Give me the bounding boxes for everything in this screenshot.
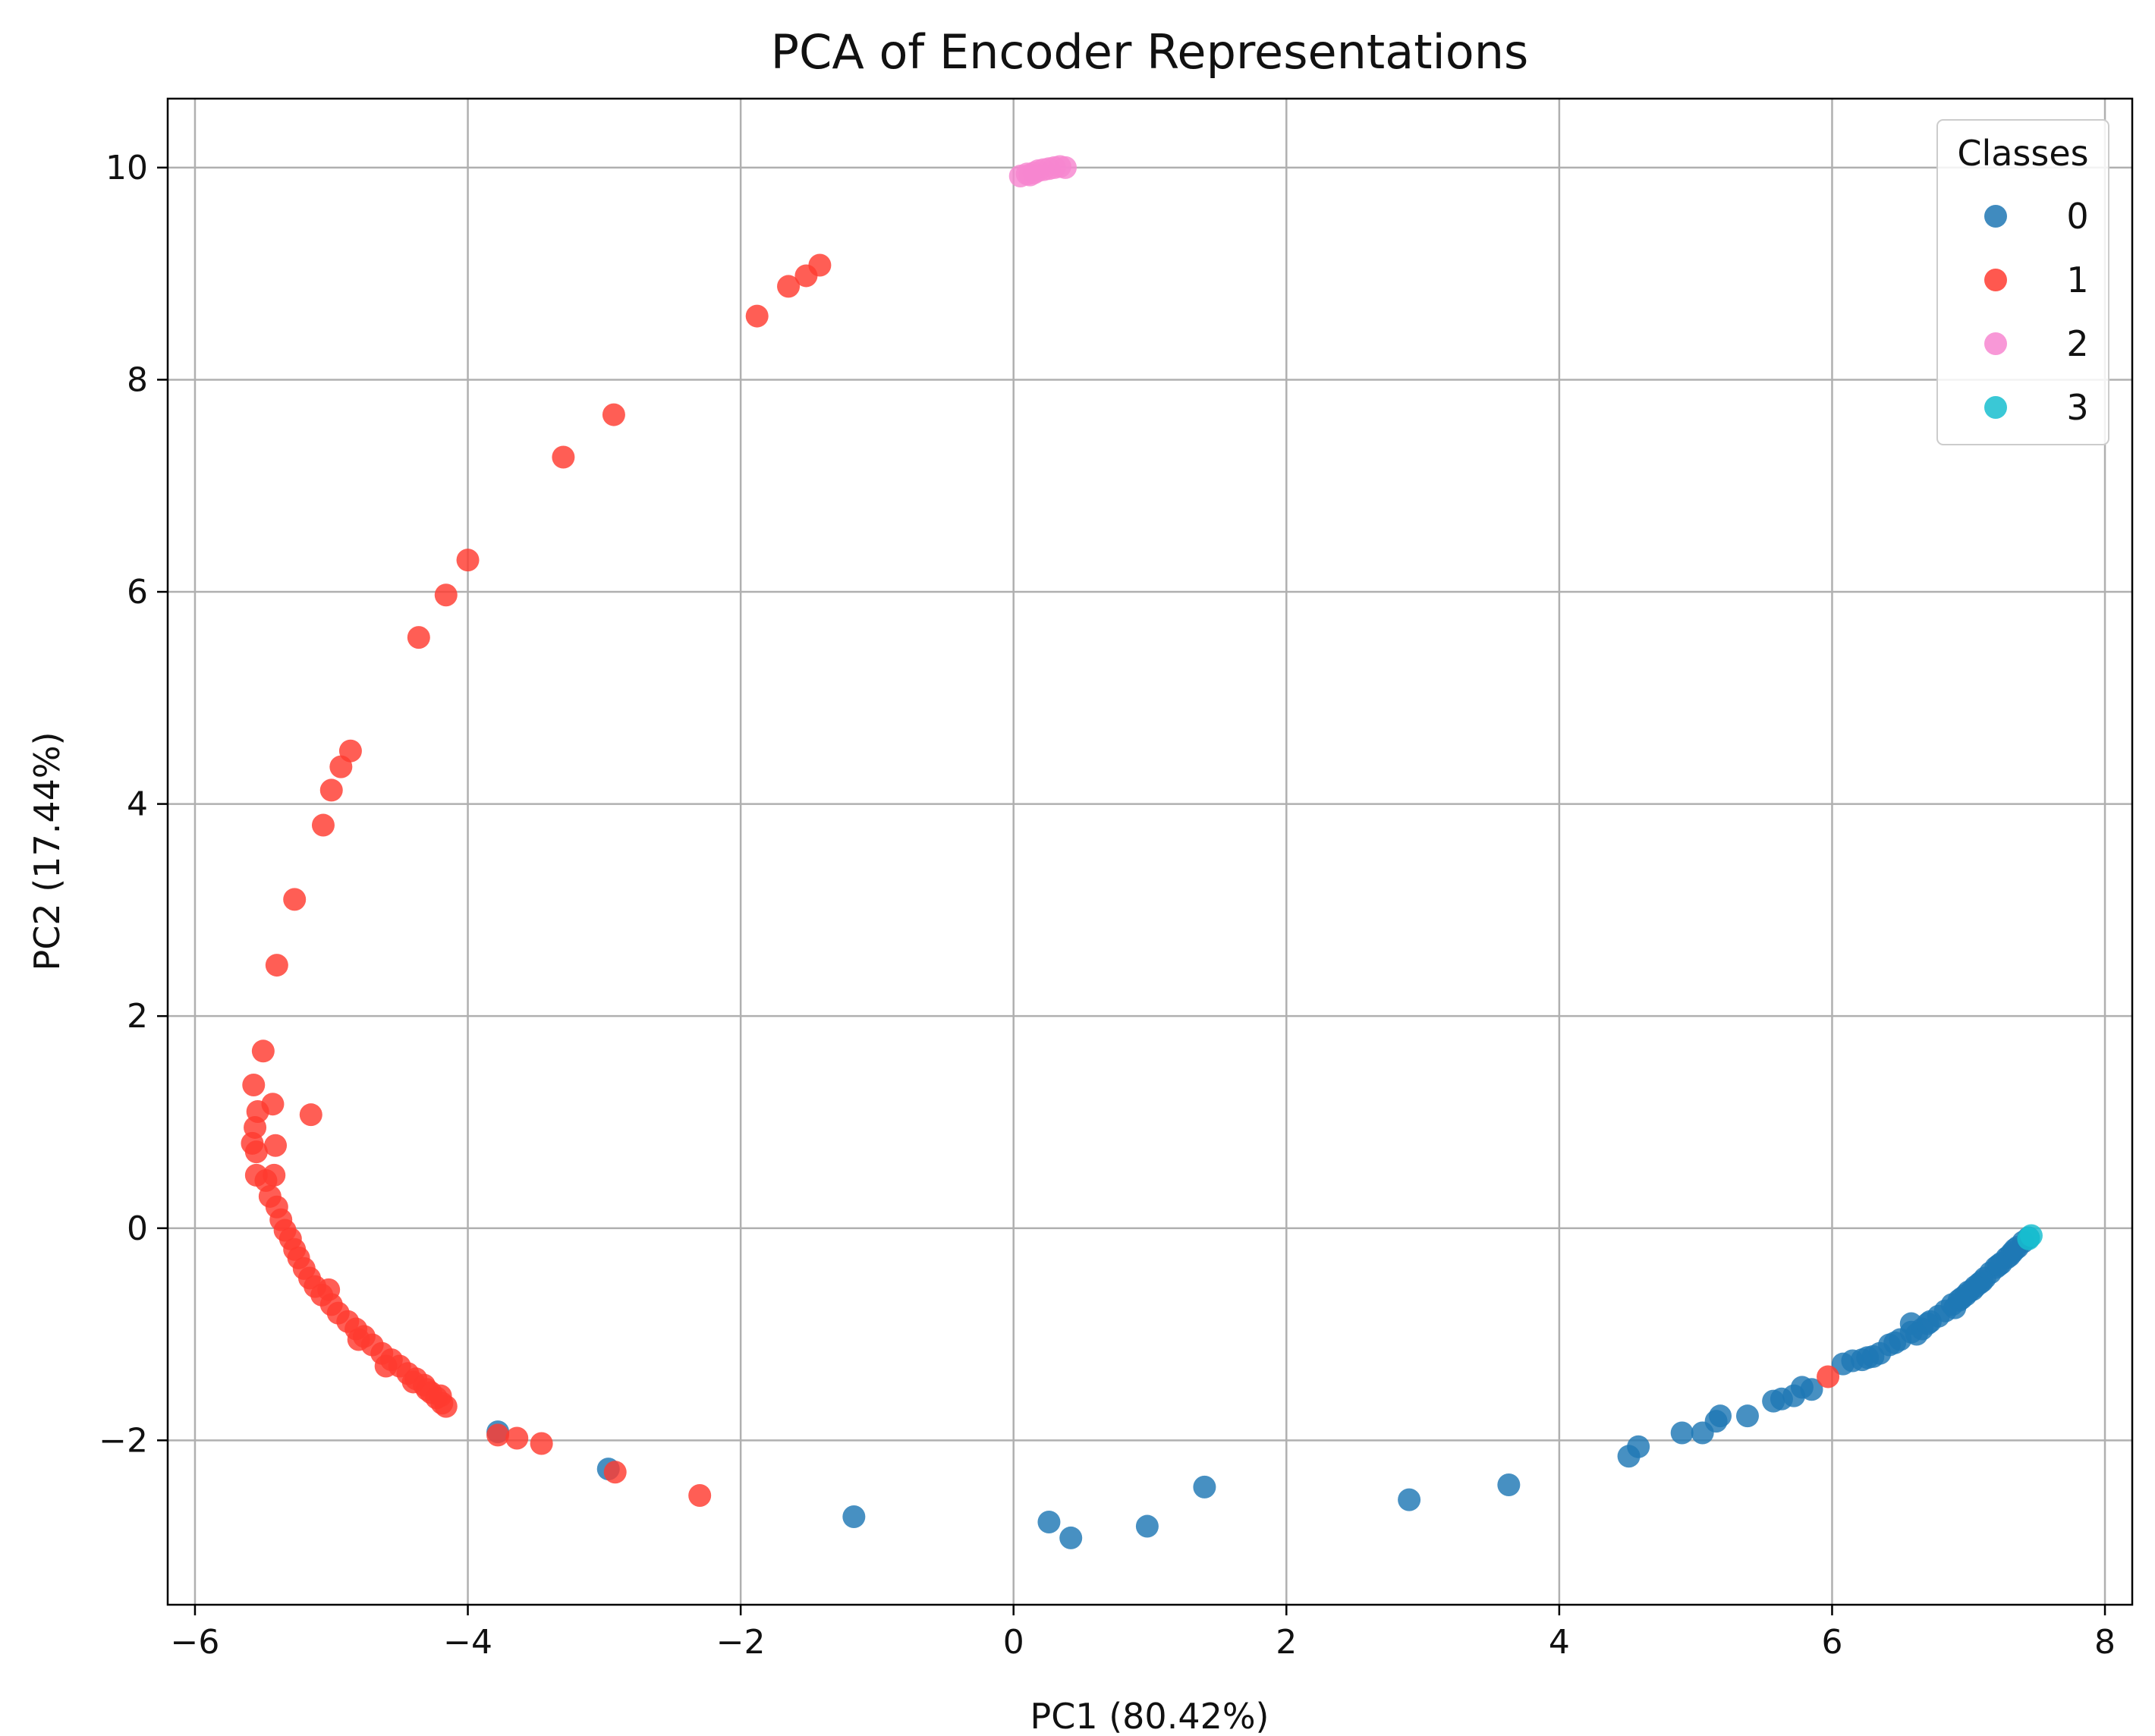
- data-point-class-0: [1398, 1488, 1421, 1511]
- data-point-class-0: [1856, 1346, 1880, 1370]
- data-point-class-1: [434, 583, 458, 607]
- data-point-class-0: [1193, 1475, 1216, 1499]
- data-point-class-1: [745, 304, 769, 328]
- data-point-class-1: [777, 275, 801, 298]
- legend-title: Classes: [1957, 133, 2088, 174]
- x-axis-label: PC1 (80.42%): [1030, 1696, 1269, 1736]
- data-point-class-1: [319, 778, 343, 802]
- x-tick-label: 2: [1276, 1623, 1297, 1662]
- data-point-class-1: [1817, 1365, 1840, 1388]
- data-point-class-1: [329, 755, 353, 778]
- legend-marker-class-1: [1984, 269, 2007, 291]
- x-tick-label: 8: [2094, 1623, 2116, 1662]
- data-point-class-1: [299, 1103, 322, 1127]
- data-point-class-0: [1627, 1435, 1650, 1458]
- data-point-class-0: [1735, 1404, 1759, 1428]
- data-point-class-0: [1497, 1473, 1521, 1497]
- plot-frame: [166, 97, 2134, 1606]
- y-tick-label: 2: [127, 997, 148, 1036]
- data-point-class-0: [1883, 1331, 1907, 1354]
- data-point-class-0: [842, 1505, 866, 1528]
- legend-marker-class-3: [1984, 396, 2007, 419]
- x-tick-label: −6: [171, 1623, 220, 1662]
- legend-label-class-1: 1: [2066, 259, 2088, 300]
- y-axis-label: PC2 (17.44%): [27, 731, 68, 970]
- y-tick-label: −2: [99, 1421, 148, 1460]
- data-point-class-3: [2017, 1227, 2040, 1250]
- data-point-class-1: [244, 1140, 268, 1164]
- data-point-class-1: [407, 626, 430, 649]
- data-point-class-1: [347, 1328, 370, 1351]
- legend-items: 0 1 2 3: [1984, 196, 2089, 428]
- legend-marker-class-2: [1984, 332, 2007, 355]
- data-point-class-0: [1135, 1514, 1159, 1538]
- y-tick-label: 8: [127, 360, 148, 399]
- chart-title: PCA of Encoder Representations: [771, 24, 1529, 80]
- x-tick-label: −4: [443, 1623, 492, 1662]
- data-point-class-0: [1800, 1378, 1823, 1401]
- data-point-class-1: [688, 1484, 712, 1508]
- legend-label-class-3: 3: [2066, 387, 2088, 428]
- data-point-class-1: [794, 264, 818, 288]
- data-point-class-1: [283, 888, 307, 911]
- legend: Classes 0 1 2 3: [1936, 119, 2109, 445]
- y-tick-label: 10: [105, 149, 148, 187]
- x-tick-label: −2: [716, 1623, 766, 1662]
- data-point-class-1: [311, 813, 335, 837]
- y-tick-label: 0: [127, 1209, 148, 1248]
- data-point-class-1: [263, 1163, 286, 1187]
- data-point-class-1: [374, 1354, 398, 1378]
- data-point-class-0: [1905, 1322, 1928, 1346]
- data-point-class-2: [1054, 156, 1078, 179]
- data-point-class-0: [1037, 1510, 1061, 1533]
- data-point-class-1: [251, 1039, 275, 1063]
- series-class-2: [1008, 155, 1078, 188]
- data-point-class-1: [456, 549, 480, 572]
- series-class-3: [2017, 1224, 2043, 1250]
- data-point-class-1: [602, 403, 625, 426]
- legend-box: [1936, 119, 2109, 445]
- y-tick-label: 6: [127, 573, 148, 612]
- legend-label-class-2: 2: [2066, 323, 2088, 364]
- data-point-class-1: [264, 1134, 288, 1157]
- data-point-class-1: [505, 1426, 529, 1450]
- legend-marker-class-0: [1984, 205, 2007, 228]
- series-class-1: [241, 253, 1840, 1508]
- legend-label-class-0: 0: [2066, 196, 2088, 237]
- data-point-class-1: [486, 1423, 510, 1447]
- data-point-class-0: [1709, 1404, 1732, 1428]
- x-tick-label: 0: [1003, 1623, 1024, 1662]
- data-point-class-1: [552, 445, 575, 469]
- data-point-class-0: [1950, 1287, 1974, 1310]
- x-tick-label: 4: [1549, 1623, 1570, 1662]
- data-point-class-1: [401, 1370, 425, 1394]
- data-point-class-1: [530, 1432, 553, 1455]
- y-tick-label: 4: [127, 785, 148, 824]
- x-tick-label: 6: [1821, 1623, 1842, 1662]
- data-point-class-0: [1059, 1526, 1083, 1549]
- data-point-class-1: [242, 1074, 266, 1097]
- data-point-class-0: [1670, 1421, 1694, 1445]
- data-point-class-1: [265, 954, 288, 977]
- points-layer: [241, 155, 2043, 1549]
- data-point-class-1: [603, 1461, 627, 1484]
- data-point-class-2: [1018, 163, 1042, 187]
